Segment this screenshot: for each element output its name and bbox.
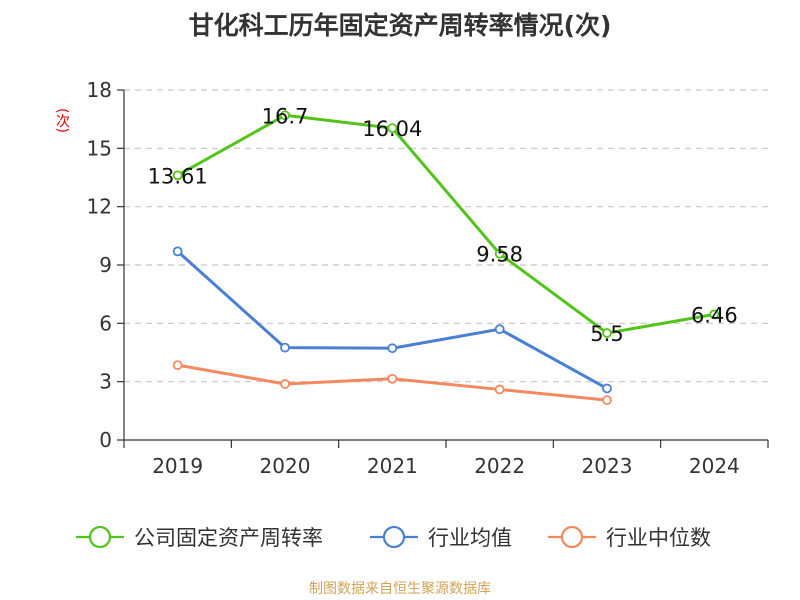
x-tick-label: 2023 <box>582 454 633 478</box>
data-point <box>172 360 183 371</box>
x-tick-label: 2020 <box>260 454 311 478</box>
data-point <box>172 170 183 181</box>
data-label: 5.5 <box>590 322 623 346</box>
y-tick-label: 18 <box>87 78 112 102</box>
y-axis-label: (次) <box>54 108 70 133</box>
chart-title: 甘化科工历年固定资产周转率情况(次) <box>188 11 612 40</box>
data-label: 6.46 <box>691 303 738 327</box>
data-point <box>280 110 290 121</box>
y-tick-label: 15 <box>87 136 112 160</box>
data-point <box>280 342 290 353</box>
data-point <box>172 246 183 257</box>
series-line <box>176 113 715 335</box>
data-point <box>280 379 290 389</box>
x-tick-label: 2022 <box>474 454 525 478</box>
data-point <box>709 309 720 320</box>
data-point <box>387 373 398 384</box>
source-note: 制图数据来自恒生聚源数据库 <box>309 581 491 597</box>
legend-swatch-marker <box>560 525 584 549</box>
data-point <box>602 383 612 394</box>
data-point <box>602 328 612 338</box>
data-point <box>494 324 505 335</box>
data-point <box>494 248 505 259</box>
legend-label: 公司固定资产周转率 <box>134 526 323 550</box>
y-tick-label: 3 <box>99 370 112 394</box>
legend-label: 行业均值 <box>428 526 512 550</box>
data-label: 13.61 <box>148 164 208 188</box>
x-tick-label: 2021 <box>367 454 418 478</box>
y-tick-label: 6 <box>99 311 112 335</box>
series-line <box>176 250 608 390</box>
data-label: 9.58 <box>476 243 523 267</box>
y-tick-label: 0 <box>99 428 112 452</box>
legend-label: 行业中位数 <box>606 526 711 550</box>
data-point <box>387 123 398 134</box>
data-point <box>387 343 398 354</box>
x-tick-label: 2019 <box>152 454 203 478</box>
legend-swatch-marker <box>88 525 112 549</box>
data-point <box>602 395 612 406</box>
y-tick-label: 12 <box>87 195 112 219</box>
data-label: 16.7 <box>262 104 309 128</box>
data-label: 16.04 <box>362 117 422 141</box>
data-point <box>494 384 505 395</box>
y-tick-label: 9 <box>99 253 112 277</box>
legend-swatch-marker <box>382 525 406 549</box>
x-tick-label: 2024 <box>689 454 740 478</box>
